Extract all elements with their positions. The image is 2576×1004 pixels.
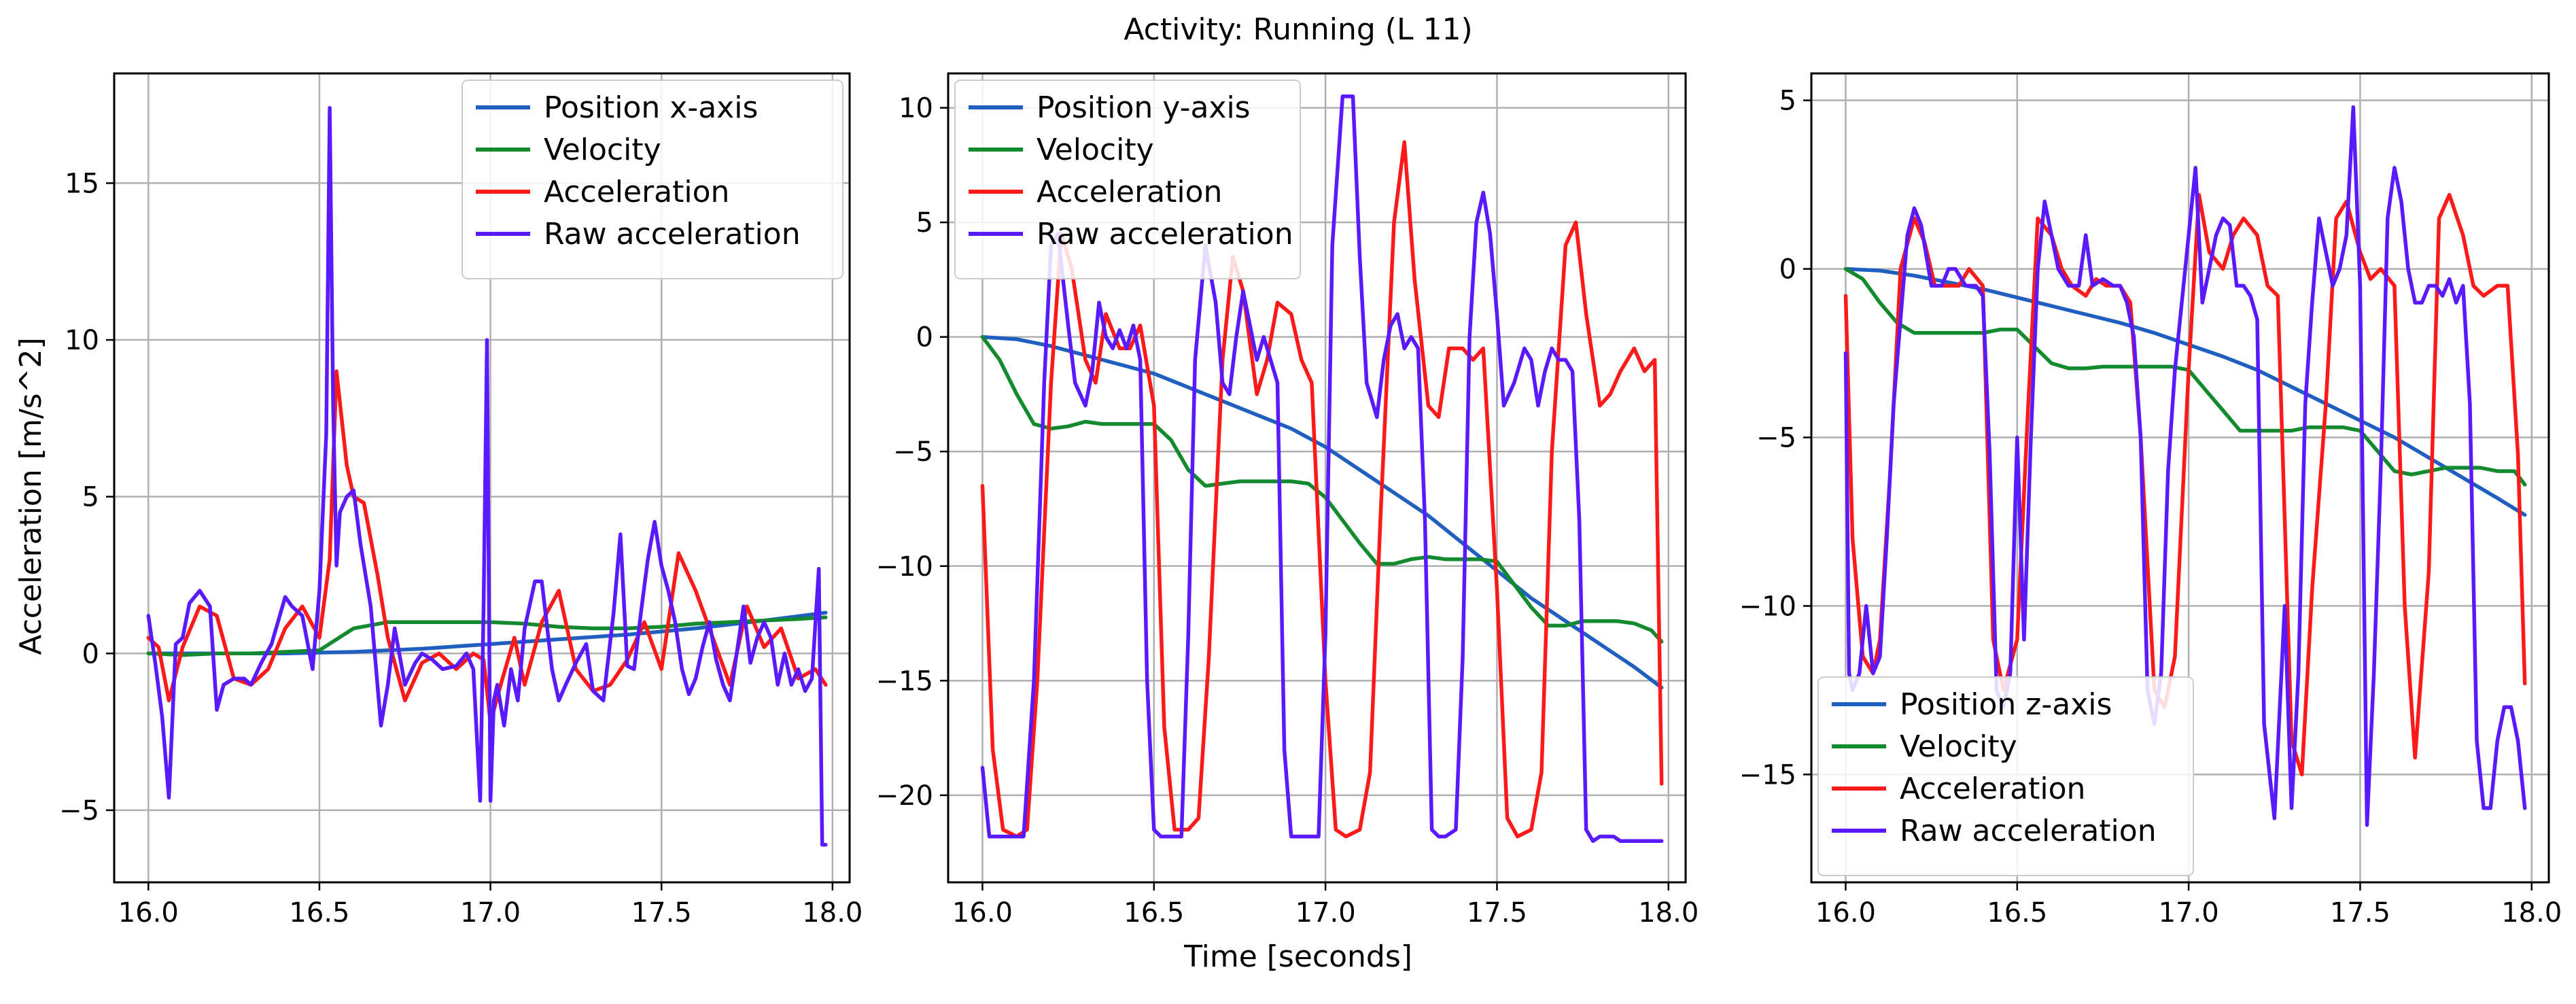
subplot-2: 16.0 16.5 17.0 17.5 18.0 −20 −15 −10 −5 0 5 10 Posit…	[876, 72, 1699, 929]
x-tick-label: 17.0	[1295, 897, 1356, 929]
x-tick-label: 17.5	[1467, 897, 1527, 929]
y-tick-label: 0	[1779, 254, 1796, 285]
legend-label-position: Position z-axis	[1900, 687, 2112, 722]
legend-label-acceleration: Acceleration	[1037, 175, 1222, 209]
axes-frame	[113, 72, 851, 884]
legend-box	[1817, 676, 2194, 876]
legend-label-position: Position y-axis	[1037, 90, 1251, 125]
legend-box	[954, 80, 1301, 279]
y-axis-label: Acceleration [m/s^2]	[14, 337, 48, 655]
y-tick-label: 0	[82, 638, 99, 670]
series-line-raw	[1843, 105, 2527, 827]
y-tick-label: −15	[1739, 759, 1796, 791]
series-line-raw	[980, 94, 1664, 844]
x-tick-label: 17.0	[460, 897, 521, 929]
legend: Position z-axis Velocity Acceleration Raw a…	[1817, 676, 2194, 876]
legend-label-raw: Raw acceleration	[1900, 814, 2157, 848]
x-tick-label: 16.5	[1987, 897, 2047, 929]
y-tick-label: 5	[82, 482, 99, 513]
x-tick-label: 16.0	[118, 897, 179, 929]
legend-label-velocity: Velocity	[1037, 133, 1154, 167]
series-line-acceleration	[146, 369, 828, 725]
x-tick-label: 16.0	[952, 897, 1013, 929]
axes-frame	[947, 72, 1687, 884]
y-tick-label: 0	[916, 322, 933, 353]
legend-label-velocity: Velocity	[1900, 729, 2017, 764]
legend-label-position: Position x-axis	[544, 90, 758, 125]
legend-box	[462, 80, 843, 279]
legend-label-acceleration: Acceleration	[544, 175, 729, 209]
x-tick-label: 18.0	[2501, 897, 2562, 929]
subplot-3: 16.0 16.5 17.0 17.5 18.0 −15 −10 −5 0 5 Position z…	[1739, 72, 2562, 929]
y-tick-label: 5	[916, 207, 933, 239]
x-tick-label: 16.5	[289, 897, 349, 929]
y-tick-label: 10	[899, 93, 933, 124]
series-line-position	[980, 334, 1664, 690]
y-tick-label: −5	[59, 795, 99, 827]
y-tick-label: −10	[876, 551, 933, 583]
legend-label-raw: Raw acceleration	[544, 217, 801, 252]
axes-frame	[1810, 72, 2550, 884]
legend: Position y-axis Velocity Acceleration Raw a…	[954, 80, 1301, 279]
legend: Position x-axis Velocity Acceleration Raw a…	[462, 80, 843, 279]
legend-label-velocity: Velocity	[544, 133, 661, 167]
legend-label-raw: Raw acceleration	[1037, 217, 1293, 252]
y-tick-label: 5	[1779, 86, 1796, 117]
x-tick-label: 18.0	[802, 897, 863, 929]
y-tick-label: −20	[876, 780, 933, 812]
y-tick-label: −5	[1756, 423, 1796, 454]
y-tick-label: 15	[65, 168, 99, 199]
x-tick-label: 17.5	[631, 897, 692, 929]
x-axis-label: Time [seconds]	[1183, 939, 1412, 974]
x-tick-label: 17.5	[2330, 897, 2390, 929]
y-tick-label: −10	[1739, 591, 1796, 622]
legend-label-acceleration: Acceleration	[1900, 772, 2085, 806]
subplot-1: 16.0 16.5 17.0 17.5 18.0 −5 0 5 10 15 Position x-a…	[59, 72, 863, 929]
x-tick-label: 16.0	[1815, 897, 1876, 929]
y-tick-label: 10	[65, 325, 99, 356]
x-tick-label: 17.0	[2159, 897, 2219, 929]
chart-title: Activity: Running (L 11)	[1124, 12, 1472, 47]
x-tick-label: 18.0	[1638, 897, 1699, 929]
x-tick-label: 16.5	[1124, 897, 1184, 929]
series-line-acceleration	[1843, 192, 2527, 777]
subplots: 16.0 16.5 17.0 17.5 18.0 −5 0 5 10 15 Position x-a…	[59, 72, 2562, 929]
y-tick-label: −15	[876, 665, 933, 697]
y-tick-label: −5	[893, 436, 933, 468]
series-line-raw	[146, 105, 828, 847]
series-line-velocity	[980, 334, 1664, 644]
